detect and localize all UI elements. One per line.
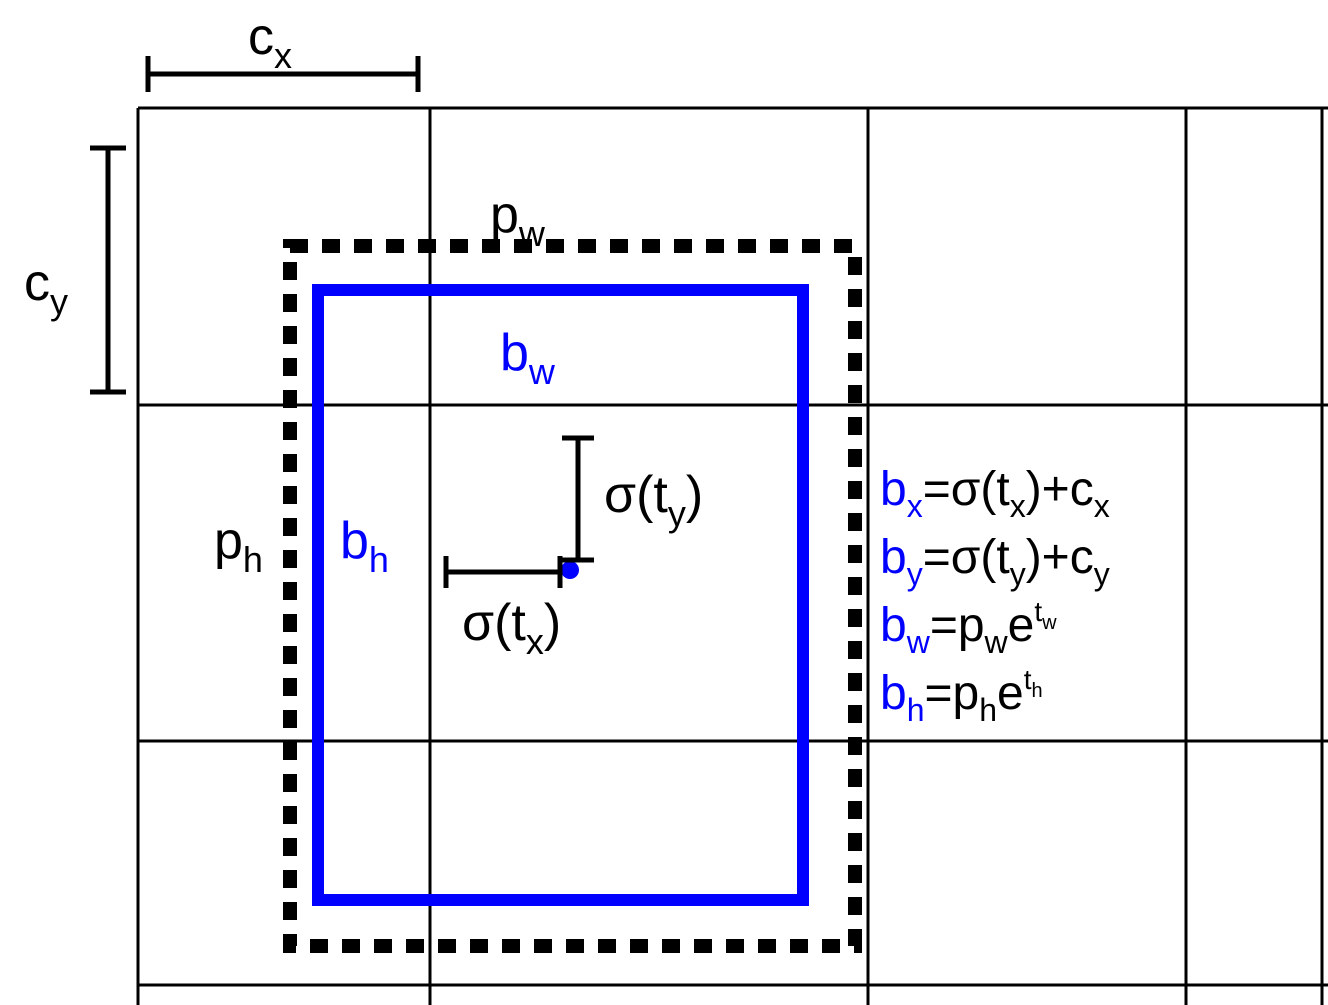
equation-w: bw=pwetw	[880, 596, 1057, 660]
equation-h: bh=pheth	[880, 664, 1043, 728]
center-point	[561, 561, 579, 579]
sigma-tx-label: σ(tx)	[462, 594, 561, 662]
sigma-ty-label: σ(ty)	[604, 466, 703, 534]
bounding-box-diagram: cxcypwphbwbhσ(ty)σ(tx)bx=σ(tx)+cxby=σ(ty…	[0, 0, 1328, 1005]
